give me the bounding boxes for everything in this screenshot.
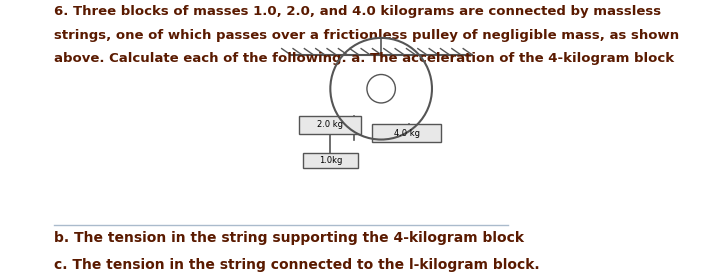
Text: 4.0 kg: 4.0 kg <box>393 129 420 138</box>
Text: 6. Three blocks of masses 1.0, 2.0, and 4.0 kilograms are connected by massless: 6. Three blocks of masses 1.0, 2.0, and … <box>54 5 661 19</box>
Bar <box>372 124 441 142</box>
Bar <box>300 116 362 134</box>
Text: b. The tension in the string supporting the 4-kilogram block: b. The tension in the string supporting … <box>54 231 524 245</box>
Text: strings, one of which passes over a frictionless pulley of negligible mass, as s: strings, one of which passes over a fric… <box>54 29 680 42</box>
Bar <box>303 153 358 168</box>
Text: c. The tension in the string connected to the l-kilogram block.: c. The tension in the string connected t… <box>54 258 540 272</box>
Text: above. Calculate each of the following. a. The acceleration of the 4-kilogram bl: above. Calculate each of the following. … <box>54 52 674 65</box>
Text: 1.0kg: 1.0kg <box>319 156 342 165</box>
Text: 2.0 kg: 2.0 kg <box>317 120 343 129</box>
